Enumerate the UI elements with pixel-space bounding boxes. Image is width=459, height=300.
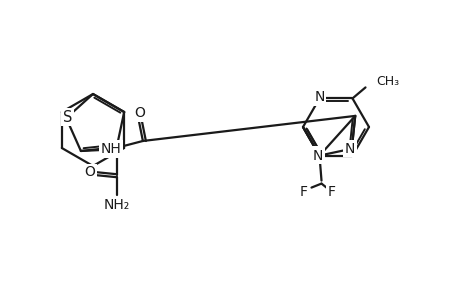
Text: S: S [62, 110, 72, 124]
Text: F: F [327, 184, 335, 199]
Text: N: N [312, 148, 322, 163]
Text: NH₂: NH₂ [103, 198, 129, 212]
Text: N: N [313, 148, 323, 162]
Text: O: O [134, 106, 145, 120]
Text: CH₃: CH₃ [375, 75, 399, 88]
Text: N: N [344, 142, 354, 156]
Text: O: O [84, 165, 95, 179]
Text: N: N [313, 90, 324, 104]
Text: NH: NH [101, 142, 121, 156]
Text: F: F [299, 184, 307, 199]
